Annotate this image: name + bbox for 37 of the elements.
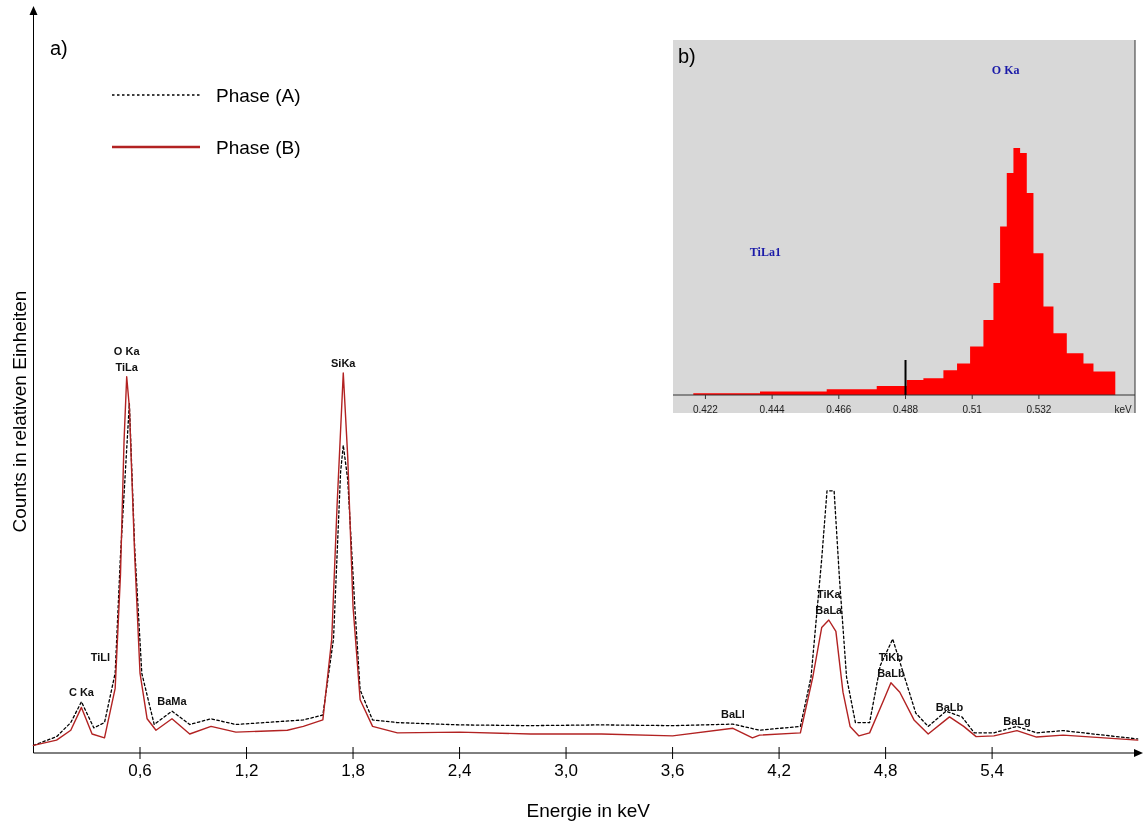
x-tick-label: 0,6 (128, 761, 152, 780)
annotation: TiKa (816, 588, 842, 600)
annotation: O Ka (113, 344, 141, 357)
annotation: BaLb (935, 700, 964, 713)
y-axis-title: Counts in relativen Einheiten (9, 290, 30, 533)
x-tick-label: 4,2 (767, 761, 791, 780)
legend-label: Phase (B) (216, 137, 301, 158)
x-tick-label: 0.488 (893, 404, 919, 415)
annotation: BaLg (1003, 714, 1031, 727)
chart-title: b) (678, 45, 696, 67)
annotation: TiLl (90, 651, 111, 664)
x-axis-title: keV (1114, 404, 1132, 415)
x-tick-label: 3,0 (554, 761, 578, 780)
x-tick-label: 0.51 (962, 404, 983, 415)
annotation: SiKa (331, 357, 357, 369)
x-tick-label: 0.532 (1026, 404, 1052, 415)
annotation: TiLa1 (749, 245, 781, 260)
x-axis-title: Energie in keV (526, 800, 651, 821)
text: O Ka (991, 62, 1020, 77)
legend-label: Phase (A) (216, 85, 301, 106)
x-tick-label: 1,2 (234, 761, 259, 780)
x-tick-label: 5,4 (980, 761, 1004, 780)
annotation: BaLb (877, 666, 905, 679)
x-tick-label: 0.422 (692, 404, 719, 415)
annotation: BaMa (157, 695, 188, 708)
annotation: TiLa (115, 360, 139, 373)
annotation: TiKb (878, 650, 904, 663)
chart-title: a) (50, 37, 68, 59)
annotation: C Ka (68, 685, 95, 698)
annotation: BaLl (721, 708, 745, 721)
x-tick-label: 4,8 (873, 761, 898, 780)
x-tick-label: 1,8 (341, 761, 365, 780)
x-tick-label: 3,6 (660, 761, 685, 780)
x-tick-label: 0.444 (759, 404, 786, 415)
x-tick-label: 0.466 (826, 404, 852, 415)
x-tick-label: 2,4 (447, 761, 472, 780)
annotation: BaLa (815, 604, 844, 616)
